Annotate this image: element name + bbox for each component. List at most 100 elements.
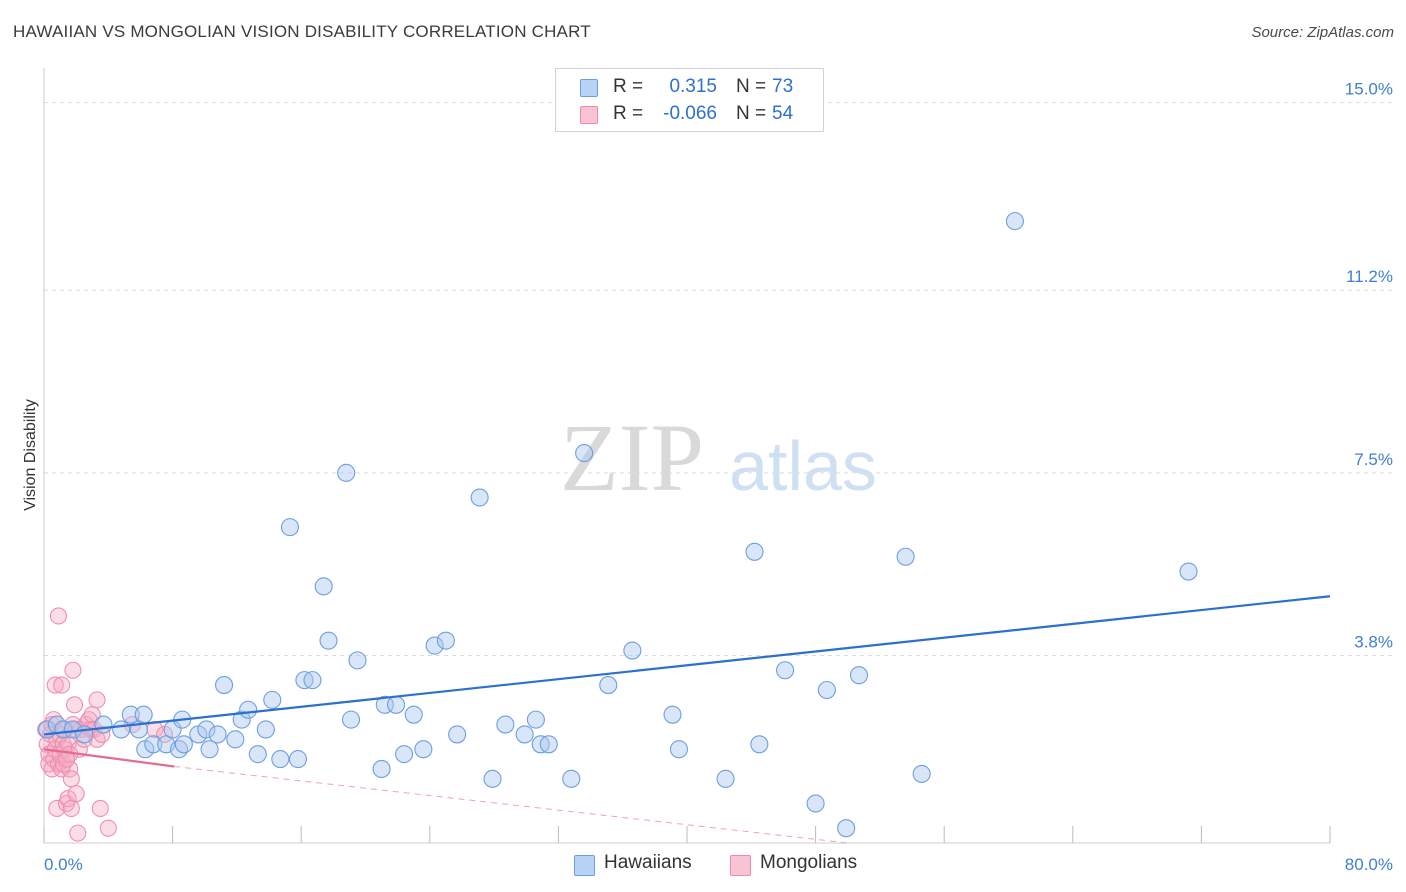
hawaiians-point <box>817 680 836 700</box>
mongolians-trend-extension <box>174 766 848 844</box>
series-legend: Hawaiians Mongolians <box>0 852 1406 876</box>
series-swatch-hawaiians <box>574 855 595 876</box>
series-label-mongolians: Mongolians <box>760 852 858 873</box>
mongolians-point <box>62 799 80 818</box>
hawaiians-point <box>271 750 290 769</box>
legend-r-value: -0.066 <box>663 103 717 124</box>
y-tick-label: 7.5% <box>1354 450 1393 469</box>
hawaiians-point <box>248 745 267 764</box>
hawaiians-point <box>372 759 391 779</box>
hawaiians-point <box>256 720 275 739</box>
mongolians-point <box>49 607 68 625</box>
legend-swatch-hawaiians <box>580 79 598 97</box>
hawaiians-point <box>404 705 423 724</box>
hawaiians-point <box>94 715 113 734</box>
hawaiians-point <box>121 705 140 724</box>
hawaiians-point <box>448 725 467 744</box>
hawaiians-point <box>174 735 193 754</box>
hawaiians-point <box>386 695 406 714</box>
legend-n-label: N = <box>736 76 767 97</box>
hawaiians-points <box>38 212 1198 838</box>
hawaiians-point <box>896 547 915 566</box>
hawaiians-point <box>288 750 308 769</box>
hawaiians-point <box>144 735 163 754</box>
hawaiians-point <box>575 444 594 463</box>
correlation-legend: R = 0.315 N = 73 R = -0.066 N = 54 <box>555 68 824 132</box>
hawaiians-point <box>526 710 545 729</box>
hawaiians-point <box>623 641 642 660</box>
series-label-hawaiians: Hawaiians <box>604 852 692 873</box>
mongolians-point <box>88 691 106 709</box>
hawaiians-point <box>414 740 433 759</box>
hawaiians-point <box>239 700 258 719</box>
hawaiians-point <box>669 740 689 759</box>
legend-swatch-mongolians <box>580 106 598 124</box>
chart-title: HAWAIIAN VS MONGOLIAN VISION DISABILITY … <box>13 22 591 41</box>
hawaiians-point <box>837 819 856 838</box>
hawaiians-point <box>395 745 414 764</box>
hawaiians-point <box>483 769 502 788</box>
hawaiians-point <box>470 488 489 507</box>
mongolians-point <box>57 750 76 768</box>
watermark-zip: ZIP <box>560 404 704 511</box>
hawaiians-point <box>663 705 682 724</box>
mongolians-point <box>99 819 117 837</box>
axes <box>43 68 1331 844</box>
hawaiians-point <box>776 661 795 680</box>
source-label: Source: ZipAtlas.com <box>1251 24 1394 41</box>
series-swatch-mongolians <box>730 855 751 876</box>
hawaiians-point <box>314 577 333 596</box>
hawaiians-point <box>562 769 581 788</box>
y-tick-label: 3.8% <box>1354 632 1393 651</box>
hawaiians-point <box>539 735 558 754</box>
hawaiians-point <box>134 705 153 724</box>
hawaiians-point <box>750 735 769 754</box>
mongolians-point <box>48 799 66 818</box>
hawaiians-point <box>232 710 251 729</box>
hawaiians-point <box>303 671 322 690</box>
legend-n-value: 54 <box>772 103 794 124</box>
hawaiians-point <box>319 631 338 650</box>
mongolians-point <box>65 696 84 714</box>
mongolians-point <box>46 676 64 694</box>
watermark-atlas: atlas <box>729 427 877 505</box>
hawaiians-point <box>436 631 455 650</box>
hawaiians-point <box>806 794 825 813</box>
mongolians-point <box>53 676 71 694</box>
hawaiians-point <box>496 715 515 734</box>
legend-r-label: R = <box>613 76 644 97</box>
hawaiians-point <box>226 730 245 749</box>
trend-lines <box>43 595 1331 844</box>
x-tick-labels: 0.0% 80.0% <box>44 855 1393 874</box>
hawaiians-point <box>112 720 131 739</box>
mongolians-point <box>62 770 80 788</box>
hawaiians-point <box>599 676 618 695</box>
mongolians-point <box>59 790 77 808</box>
mongolians-point <box>40 755 58 773</box>
hawaiians-point <box>337 463 356 482</box>
mongolians-point <box>67 785 85 803</box>
mongolians-point <box>69 824 87 842</box>
mongolians-point <box>64 661 82 679</box>
y-tick-label: 11.2% <box>1346 267 1393 286</box>
hawaiians-point <box>1179 562 1198 581</box>
hawaiians-trend-line <box>43 595 1331 736</box>
hawaiians-point <box>348 651 367 670</box>
mongolians-trend-line <box>43 748 175 768</box>
hawaiians-point <box>200 740 219 759</box>
y-tick-label: 15.0% <box>1345 80 1393 99</box>
mongolians-point <box>91 799 109 818</box>
hawaiians-point <box>263 690 282 709</box>
watermark: ZIP atlas <box>560 404 877 511</box>
hawaiians-point <box>169 740 189 759</box>
hawaiians-point <box>197 720 216 739</box>
hawaiians-point <box>341 710 361 729</box>
legend-row-mongolians: R = -0.066 N = 54 <box>556 100 823 127</box>
hawaiians-point <box>745 542 764 561</box>
legend-r-label: R = <box>613 103 644 124</box>
hawaiians-point <box>912 764 931 783</box>
hawaiians-point <box>425 636 444 655</box>
hawaiians-point <box>214 676 234 695</box>
legend-n-value: 73 <box>772 76 794 97</box>
